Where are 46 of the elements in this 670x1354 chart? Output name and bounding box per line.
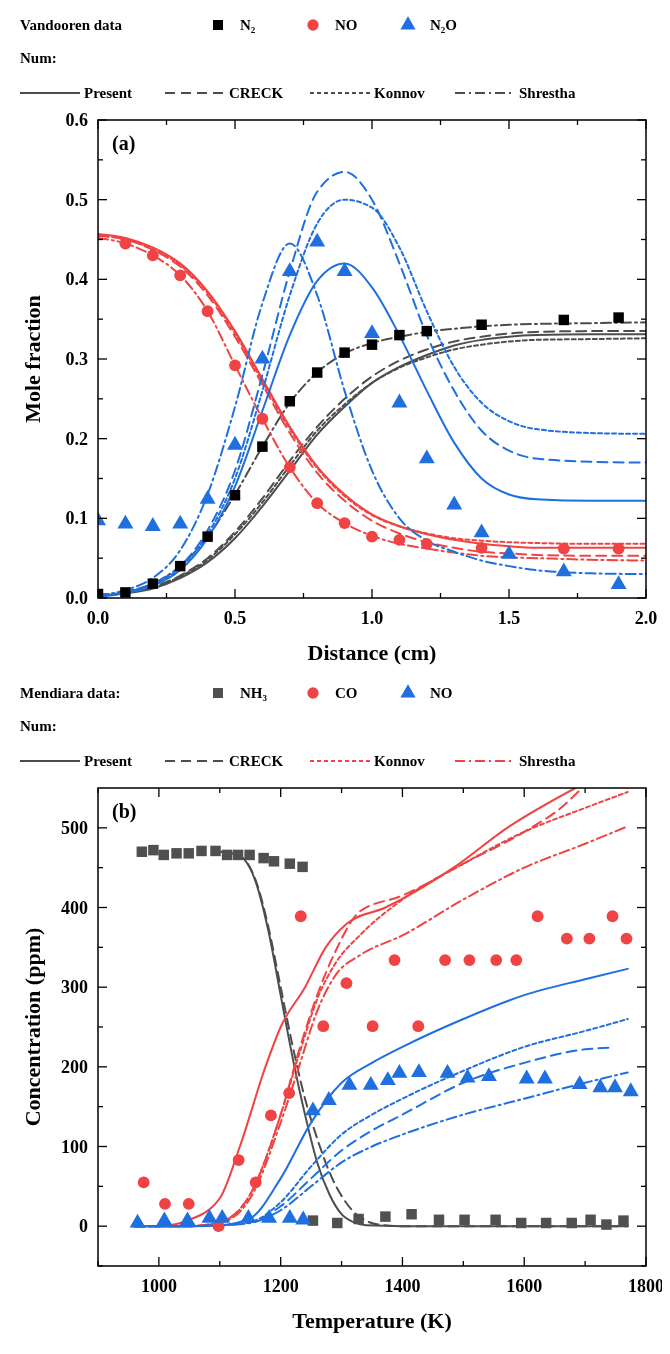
legend-label: Present [84,85,133,101]
legend-label: N₂O [430,17,457,33]
y-tick-label: 0.4 [65,269,88,290]
legend-label: NO [430,685,453,701]
annotation: (b) [112,800,137,823]
y-tick-label: 400 [61,897,88,918]
legend-title: Vandooren data [20,17,123,33]
legend-label: NH₃ [240,685,268,701]
x-tick-label: 1400 [384,1276,421,1296]
annotation: (a) [112,132,136,155]
legend-label: Shrestha [519,753,576,769]
legend-label: Present [84,753,133,769]
y-tick-label: 100 [61,1136,88,1157]
legend-label: CRECK [229,85,284,101]
y-tick-label: 0.0 [65,588,88,608]
y-tick-label: 500 [61,817,88,838]
x-tick-label: 0.5 [223,608,247,628]
x-tick-label: 2.0 [634,608,658,628]
x-tick-label: 1.0 [360,608,384,628]
y-tick-label: 0 [79,1216,88,1237]
text: Num: [20,50,57,66]
x-tick-label: 1200 [262,1276,299,1296]
y-tick-label: 0.2 [65,428,88,449]
y-tick-label: 0.5 [65,189,88,210]
text: Num: [20,718,57,734]
x-tick-label: 1.5 [497,608,521,628]
x-axis-title: Distance (cm) [307,640,437,665]
legend-label: CRECK [229,753,284,769]
x-tick-label: 1600 [506,1276,543,1296]
legend-label: Konnov [374,753,426,769]
x-axis-title: Temperature (K) [292,1308,452,1333]
legend-title: Mendiara data: [20,685,121,701]
y-tick-label: 0.1 [65,508,88,529]
x-tick-label: 0.0 [86,608,110,628]
legend-label: N₂ [240,17,256,33]
y-tick-label: 0.6 [65,110,88,130]
y-axis-title: Mole fraction [20,295,45,423]
y-axis-title: Concentration (ppm) [20,927,45,1127]
y-tick-label: 300 [61,977,88,998]
legend-label: Konnov [374,85,426,101]
legend-label: NO [335,17,358,33]
y-tick-label: 0.3 [65,349,88,369]
x-tick-label: 1000 [140,1276,177,1296]
legend-label: Shrestha [519,85,576,101]
legend-label: CO [335,685,358,701]
y-tick-label: 200 [61,1056,88,1077]
